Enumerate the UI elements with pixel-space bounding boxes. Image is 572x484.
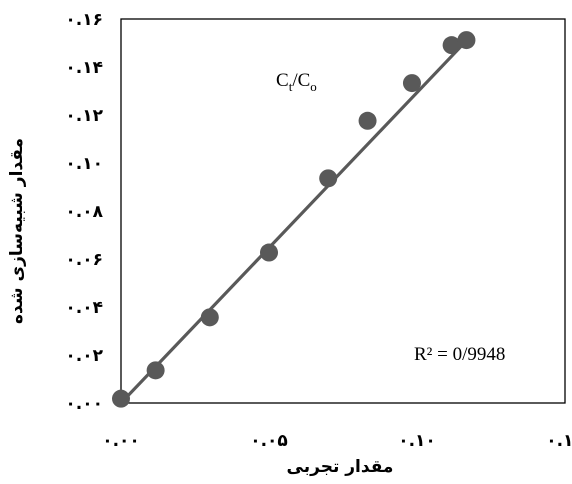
- y-tick-label: ۰.۱۲: [65, 106, 103, 126]
- y-tick-label: ۰.۱۶: [65, 10, 103, 30]
- data-point: [200, 308, 219, 327]
- data-point: [146, 361, 165, 380]
- x-tick-label: ۰.۰۰: [102, 431, 140, 451]
- y-tick-label: ۰.۰۴: [65, 298, 103, 318]
- r-squared-label: R² = 0/9948: [414, 344, 505, 365]
- x-tick-label: ۰.۱۰: [398, 431, 436, 451]
- x-tick-label: ۰.۰۵: [250, 431, 288, 451]
- x-tick-label: ۰.۱۵: [546, 431, 572, 451]
- y-tick-label: ۰.۱۰: [65, 154, 103, 174]
- data-points: [112, 31, 476, 408]
- plot-area-frame: [120, 18, 566, 404]
- x-axis-title: مقدار تجربی: [287, 457, 394, 477]
- trendline: [119, 37, 470, 405]
- y-tick-label: ۰.۰۰: [65, 394, 103, 414]
- series-label: Ct/Co: [276, 70, 317, 94]
- x-tick-labels: ۰.۰۰ ۰.۰۵ ۰.۱۰ ۰.۱۵: [102, 431, 572, 451]
- data-point: [402, 74, 421, 93]
- trendline-segment: [119, 37, 470, 405]
- data-point: [260, 243, 278, 262]
- y-tick-labels: ۰.۰۰ ۰.۰۲ ۰.۰۴ ۰.۰۶ ۰.۰۸ ۰.۱۰ ۰.۱۲ ۰.۱۴ ۰.۱۶: [65, 10, 103, 414]
- y-tick-label: ۰.۰۶: [65, 250, 103, 270]
- data-point: [358, 111, 377, 130]
- y-tick-label: ۰.۰۸: [65, 202, 103, 222]
- data-point: [319, 169, 338, 188]
- y-tick-label: ۰.۱۴: [65, 58, 103, 78]
- data-point: [112, 389, 130, 408]
- data-point: [442, 36, 461, 55]
- y-axis-title: مقدار شبیه‌سازی شده: [7, 138, 27, 324]
- y-tick-label: ۰.۰۲: [65, 346, 103, 366]
- data-point: [457, 31, 476, 50]
